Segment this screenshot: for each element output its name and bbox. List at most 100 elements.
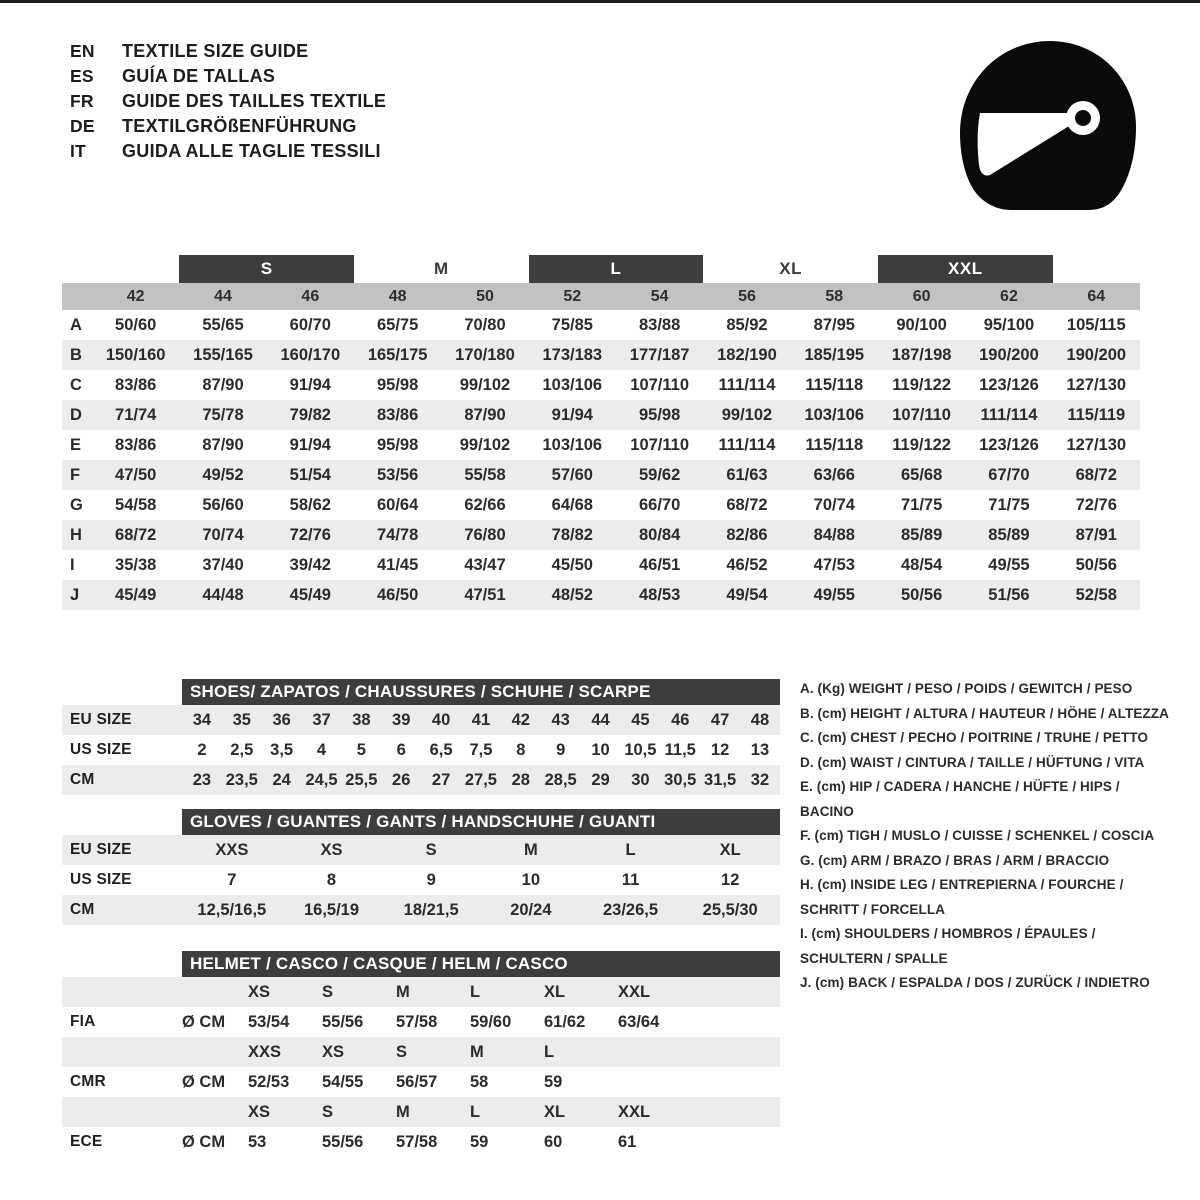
gloves-row-label: US SIZE <box>70 871 132 888</box>
measurement-cell: 47/51 <box>464 585 506 604</box>
measurement-cell: 185/195 <box>804 345 865 364</box>
measurement-cell: 123/126 <box>979 435 1039 454</box>
legend-item: J. (cm) BACK / ESPALDA / DOS / ZURÜCK / … <box>800 975 1150 990</box>
measurement-cell: 49/55 <box>988 555 1030 574</box>
shoes-values: 34 35 36 37 38 39 40 41 42 43 44 45 46 47 48 <box>182 705 780 735</box>
measurement-cell: 95/98 <box>377 375 419 394</box>
size-band-m: M <box>433 259 449 278</box>
measurement-cell: 71/74 <box>115 405 157 424</box>
shoes-value-cell: 31,5 <box>704 770 737 789</box>
helmet-size-label: L <box>470 1102 481 1121</box>
helmet-standard-label: CMR <box>70 1073 106 1090</box>
measurement-cell: 72/76 <box>289 525 331 544</box>
eu-size-header-cell: 48 <box>388 288 407 305</box>
measurement-cell: 87/90 <box>464 405 506 424</box>
eu-size-header-cell: 50 <box>476 288 494 305</box>
gloves-values: 7 8 9 10 11 12 <box>182 865 780 895</box>
gloves-value-cell: XXS <box>215 840 249 859</box>
gloves-row: EU SIZE XXS XS S M L XL <box>62 835 780 865</box>
shoes-row-label: EU SIZE <box>70 711 132 728</box>
eu-size-header-cell: 62 <box>1000 288 1018 305</box>
racing-helmet-icon <box>950 35 1150 215</box>
gloves-banner: GLOVES / GUANTES / GANTS / HANDSCHUHE / … <box>182 809 780 835</box>
helmet-size-label: M <box>396 982 410 1001</box>
shoes-size-table: SHOES/ ZAPATOS / CHAUSSURES / SCHUHE / S… <box>62 679 780 795</box>
measurement-cell: 53/56 <box>377 465 419 484</box>
measurement-row-label: F <box>70 465 81 484</box>
helmet-standard-label: ECE <box>70 1133 103 1150</box>
helmet-standard-row: CMR Ø CM 52/53 54/55 56/57 58 59 <box>62 1067 780 1097</box>
helmet-rows: XS S M L XL XXL FIA Ø CM 53/54 55/56 57/58 59/60 61/… <box>62 977 780 1157</box>
table-row: J 45/49 44/48 45/49 46/50 47/51 48/52 48/53 49/5… <box>62 580 1140 610</box>
eu-size-header-cell: 58 <box>825 288 844 305</box>
shoes-value-cell: 30 <box>631 770 650 789</box>
title-row-es: ES GUÍA DE TALLAS <box>70 66 386 91</box>
helmet-size-label: XL <box>544 982 566 1001</box>
helmet-size-header-row: XS S M L XL XXL <box>62 977 780 1007</box>
title-text: GUÍA DE TALLAS <box>122 66 276 86</box>
measurement-cell: 95/98 <box>377 435 419 454</box>
gloves-value-cell: 12 <box>721 870 740 889</box>
helmet-standard-row: FIA Ø CM 53/54 55/56 57/58 59/60 61/62 63/64 <box>62 1007 780 1037</box>
table-row: B 150/160 155/165 160/170 165/175 170/180 173/… <box>62 340 1140 370</box>
helmet-size-label: XXL <box>618 982 651 1001</box>
helmet-size-header-row: XS S M L XL XXL <box>62 1097 780 1127</box>
measurement-cell: 80/84 <box>638 525 681 544</box>
measurement-cell: 50/56 <box>1075 555 1117 574</box>
title-row-en: EN TEXTILE SIZE GUIDE <box>70 41 386 66</box>
gloves-value-cell: XL <box>719 840 741 859</box>
measurement-cell: 43/47 <box>464 555 506 574</box>
helmet-diameter-cell: 56/57 <box>396 1072 438 1091</box>
measurement-cell: 45/50 <box>551 555 593 574</box>
measurement-cell: 74/78 <box>377 525 419 544</box>
shoes-value-cell: 11,5 <box>664 740 696 759</box>
measurement-cell: 48/53 <box>638 585 681 604</box>
helmet-size-labels: XS S M L XL XXL <box>182 1097 780 1127</box>
measurement-cell: 103/106 <box>542 435 603 454</box>
measurement-cell: 51/56 <box>988 585 1030 604</box>
title-text: GUIDE DES TAILLES TEXTILE <box>122 91 387 111</box>
helmet-size-table: HELMET / CASCO / CASQUE / HELM / CASCO X… <box>62 951 780 1157</box>
gloves-rows: EU SIZE XXS XS S M L XL US SIZE 7 8 9 10 11 12 CM 12,5/… <box>62 835 780 925</box>
shoes-value-cell: 27,5 <box>464 770 497 789</box>
gloves-value-cell: 25,5/30 <box>702 900 758 919</box>
gloves-value-cell: 7 <box>227 870 237 889</box>
shoes-value-cell: 44 <box>591 710 610 729</box>
table-row: F 47/50 49/52 51/54 53/56 55/58 57/60 59/62 61/6… <box>62 460 1140 490</box>
measurement-cell: 68/72 <box>726 495 768 514</box>
measurement-cell: 50/60 <box>115 315 157 334</box>
measurement-cell: 99/102 <box>459 375 511 394</box>
measurement-cell: 59/62 <box>638 465 681 484</box>
gloves-value-cell: 9 <box>426 870 436 889</box>
measurement-cell: 83/86 <box>377 405 419 424</box>
measurement-cell: 70/80 <box>464 315 506 334</box>
gloves-row: CM 12,5/16,5 16,5/19 18/21,5 20/24 23/26,5 25,… <box>62 895 780 925</box>
shoes-row: CM 23 23,5 24 24,5 25,5 26 27 27,5 28 28,5 29 30 30,5… <box>62 765 780 795</box>
eu-size-header-cell: 46 <box>301 288 320 305</box>
measurement-cell: 55/65 <box>202 315 244 334</box>
shoes-value-cell: 42 <box>511 710 530 729</box>
measurement-cell: 95/100 <box>983 315 1035 334</box>
table-row: D 71/74 75/78 79/82 83/86 87/90 91/94 95/98 99/1… <box>62 400 1140 430</box>
shoes-value-cell: 47 <box>710 710 730 729</box>
measurement-cell: 115/118 <box>805 375 864 394</box>
size-band-xxl: XXL <box>878 255 1053 283</box>
measurement-legend: A. (Kg) WEIGHT / PESO / POIDS / GEWITCH … <box>800 677 1172 996</box>
table-row: E 83/86 87/90 91/94 95/98 99/102 103/106 107/11… <box>62 430 1140 460</box>
eu-size-header-cell: 60 <box>912 288 931 305</box>
measurement-cell: 107/110 <box>892 405 951 424</box>
measurement-cell: 111/114 <box>718 435 776 454</box>
measurement-cell: 55/58 <box>464 465 506 484</box>
shoes-value-cell: 26 <box>392 770 411 789</box>
helmet-diameter-cell: 57/58 <box>396 1012 438 1031</box>
measurement-cell: 41/45 <box>377 555 419 574</box>
shoes-value-cell: 10,5 <box>624 740 657 759</box>
shoes-value-cell: 43 <box>551 710 570 729</box>
measurement-cell: 87/95 <box>813 315 855 334</box>
measurement-row-label: I <box>70 555 75 574</box>
title-row-it: IT GUIDA ALLE TAGLIE TESSILI <box>70 141 386 166</box>
title-text: TEXTILGRÖßENFÜHRUNG <box>122 116 357 136</box>
shoes-value-cell: 37 <box>312 710 331 729</box>
measurement-cell: 64/68 <box>551 495 593 514</box>
measurement-cell: 75/85 <box>551 315 593 334</box>
